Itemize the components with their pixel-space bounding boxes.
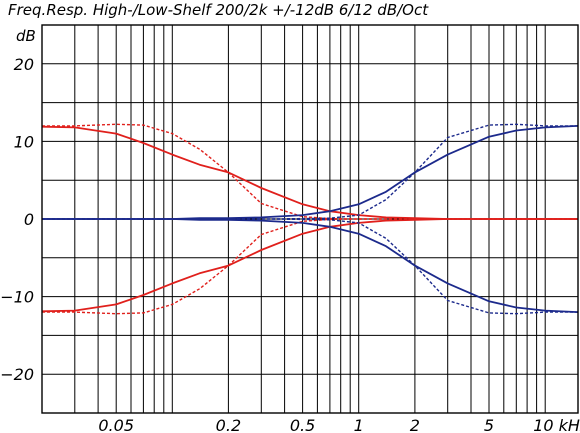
response-curve-7: [42, 218, 579, 313]
x-tick-label: 2: [410, 416, 420, 433]
x-tick-labels: 0.05 0.2 0.5 1 2 5 10 kHz: [98, 416, 580, 433]
y-tick-label: −10: [0, 288, 34, 307]
y-tick-label: 20: [14, 55, 34, 74]
response-curve-3: [41, 218, 578, 313]
y-tick-label: 0: [24, 210, 34, 229]
y-tick-labels: 20 10 0 −10 −20: [0, 55, 34, 384]
x-tick-label: 5: [484, 416, 494, 433]
response-curve-8: [42, 218, 578, 315]
plot-frame: [41, 24, 579, 414]
x-tick-label: 0.5: [290, 416, 315, 433]
y-tick-label: −20: [0, 365, 34, 384]
response-curve-6: [42, 123, 578, 220]
response-curve-4: [42, 218, 578, 315]
response-curve-1: [41, 125, 578, 220]
y-tick-label: 10: [14, 132, 34, 151]
response-curve-2: [42, 123, 578, 220]
x-tick-label: 0.2: [216, 416, 241, 433]
response-curve-5: [42, 125, 579, 220]
x-tick-label: 0.05: [98, 416, 134, 433]
y-axis-label: dB: [16, 27, 36, 45]
response-curves: [41, 123, 579, 315]
chart-title: Freq.Resp. High-/Low-Shelf 200/2k +/-12d…: [8, 1, 429, 19]
x-tick-label: 10 kHz: [533, 416, 580, 433]
x-tick-label: 1: [354, 416, 364, 433]
